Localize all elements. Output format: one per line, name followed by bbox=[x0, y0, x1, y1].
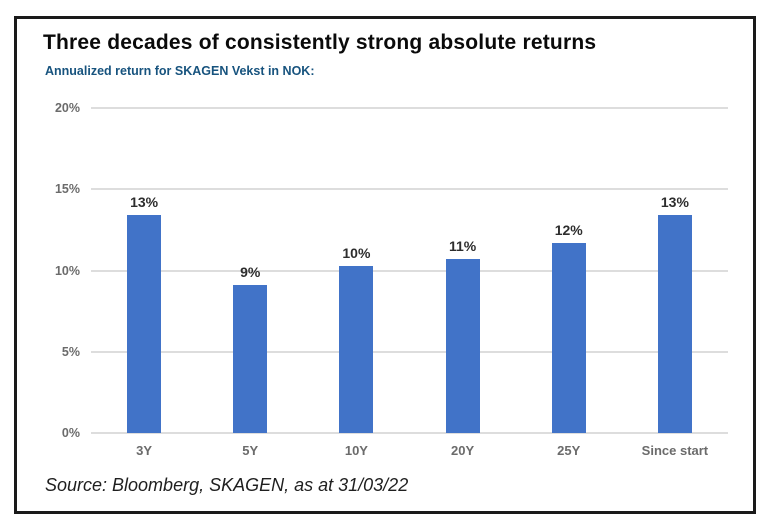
chart-title: Three decades of consistently strong abs… bbox=[43, 31, 597, 54]
x-axis-category-label: Since start bbox=[641, 443, 709, 458]
bar-chart-plot-area: 0% 5% 10% 15% 20% 13% 3Y 9% 5Y 10% 10Y 11% 20Y 12% 25Y… bbox=[55, 101, 728, 458]
bar-20y bbox=[445, 259, 480, 433]
bar-value-label: 10% bbox=[342, 244, 371, 261]
y-axis-tick-label: 10% bbox=[54, 263, 80, 278]
bar-3y bbox=[127, 215, 162, 433]
bar-value-label: 13% bbox=[130, 194, 159, 211]
source-note: Source: Bloomberg, SKAGEN, as at 31/03/2… bbox=[45, 475, 409, 495]
y-axis-tick-label: 0% bbox=[61, 426, 80, 440]
bar-25y bbox=[551, 242, 586, 433]
gridline-20% bbox=[91, 107, 728, 109]
y-axis-tick-label: 15% bbox=[54, 182, 80, 197]
bar-value-label: 13% bbox=[660, 194, 689, 211]
bar-5y bbox=[233, 285, 268, 433]
bar-value-label: 9% bbox=[240, 264, 261, 281]
bar-value-label: 11% bbox=[448, 238, 477, 255]
gridline-0% bbox=[91, 432, 728, 434]
y-axis-tick-label: 20% bbox=[54, 101, 80, 115]
gridline-5% bbox=[91, 350, 728, 353]
x-axis-category-label: 10Y bbox=[344, 443, 368, 458]
x-axis-category-label: 3Y bbox=[136, 443, 153, 458]
bar-10y bbox=[339, 265, 374, 433]
gridline-10% bbox=[91, 269, 728, 272]
bar-since-start bbox=[657, 215, 692, 433]
y-axis-tick-label: 5% bbox=[61, 344, 80, 359]
chart-subtitle: Annualized return for SKAGEN Vekst in NO… bbox=[45, 64, 315, 78]
x-axis-category-label: 20Y bbox=[451, 443, 475, 458]
chart-card: Three decades of consistently strong abs… bbox=[14, 16, 756, 514]
gridline-15% bbox=[91, 188, 728, 191]
x-axis-category-label: 25Y bbox=[557, 443, 581, 458]
bar-value-label: 12% bbox=[554, 221, 583, 238]
x-axis-category-label: 5Y bbox=[242, 443, 259, 458]
